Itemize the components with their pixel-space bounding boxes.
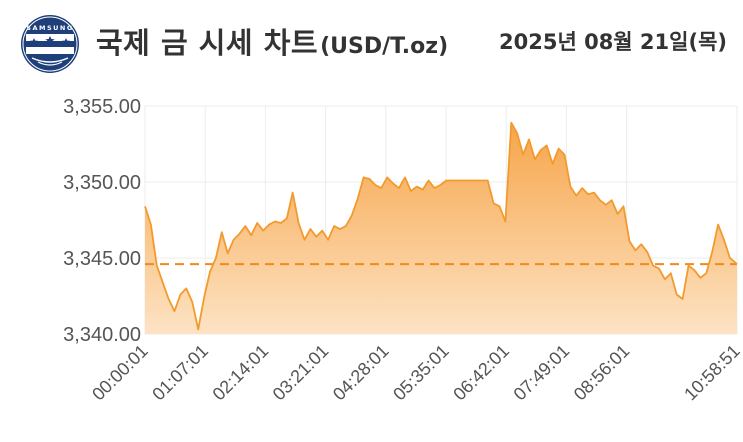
x-tick-label: 05:35:01 bbox=[389, 341, 453, 405]
chart-header: SAMSUNG 국제 금 시세 차트(USD/T.oz) 2025년 08월 2… bbox=[0, 0, 743, 80]
price-series-line bbox=[144, 121, 738, 331]
y-tick-label: 3,345.00 bbox=[63, 248, 141, 270]
x-tick-label: 10:58:51 bbox=[680, 341, 743, 405]
x-tick-label: 00:00:01 bbox=[88, 341, 152, 405]
x-tick-label: 06:42:01 bbox=[449, 341, 513, 405]
chart-unit: (USD/T.oz) bbox=[320, 34, 449, 59]
samsung-globe-logo-icon: SAMSUNG bbox=[21, 15, 79, 73]
x-tick-label: 07:49:01 bbox=[510, 341, 574, 405]
x-tick-label: 03:21:01 bbox=[269, 341, 333, 405]
chart-title-group: 국제 금 시세 차트(USD/T.oz) bbox=[96, 20, 448, 62]
chart-date: 2025년 08월 21일(목) bbox=[499, 30, 727, 54]
price-area-fill bbox=[145, 122, 737, 334]
chart-title: 국제 금 시세 차트 bbox=[96, 26, 319, 60]
x-tick-label: 02:14:01 bbox=[209, 341, 273, 405]
x-tick-label: 04:28:01 bbox=[329, 341, 393, 405]
x-tick-label: 01:07:01 bbox=[148, 341, 212, 405]
x-axis-ticks: 00:00:0101:07:0102:14:0103:21:0104:28:01… bbox=[88, 341, 743, 405]
gold-price-chart: 3,340.00 3,345.00 3,350.00 3,355.00 00:00:0… bbox=[63, 96, 743, 405]
logo-text: SAMSUNG bbox=[26, 24, 73, 32]
y-axis-ticks: 3,340.00 3,345.00 3,350.00 3,355.00 bbox=[63, 96, 141, 346]
y-tick-label: 3,355.00 bbox=[63, 96, 141, 118]
x-tick-label: 08:56:01 bbox=[570, 341, 634, 405]
y-tick-label: 3,350.00 bbox=[63, 172, 141, 194]
y-tick-label: 3,340.00 bbox=[63, 324, 141, 346]
